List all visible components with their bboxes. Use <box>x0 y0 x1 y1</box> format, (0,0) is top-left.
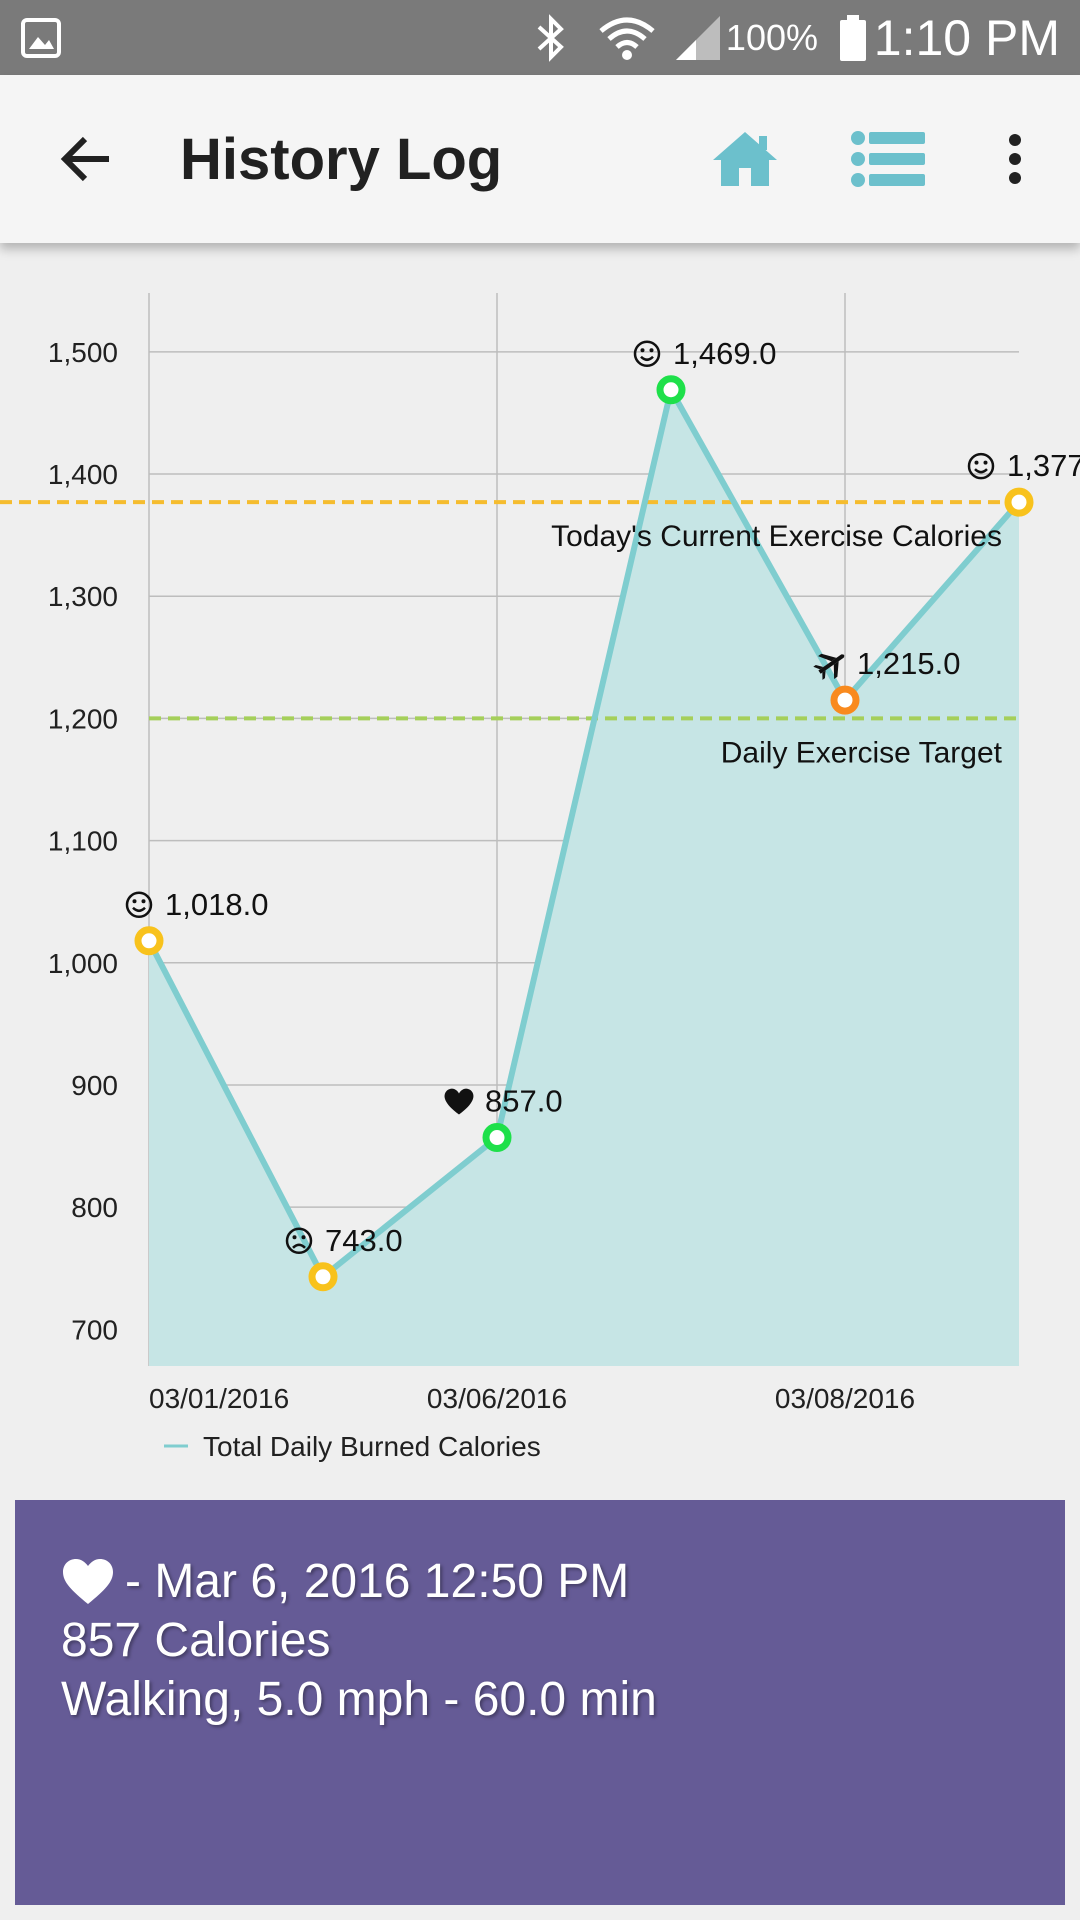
more-options-button[interactable] <box>990 75 1040 243</box>
x-tick-label: 03/08/2016 <box>775 1383 915 1414</box>
data-label: 1,215.0 <box>857 646 960 681</box>
data-point <box>308 1262 338 1292</box>
data-point <box>656 375 686 405</box>
battery-percent: 100% <box>725 16 818 58</box>
back-button[interactable] <box>40 75 130 243</box>
battery-icon <box>838 0 868 75</box>
data-point <box>1004 487 1034 517</box>
y-tick-label: 1,100 <box>48 826 118 857</box>
status-time: 1:10 PM <box>873 9 1060 66</box>
list-icon <box>851 131 925 187</box>
detail-calories: 857 Calories <box>61 1614 331 1667</box>
reference-line-label: Daily Exercise Target <box>721 736 1003 769</box>
x-tick-label: 03/01/2016 <box>149 1383 289 1414</box>
y-tick-label: 1,500 <box>48 337 118 368</box>
data-label: 743.0 <box>325 1223 403 1258</box>
page-title: History Log <box>180 126 503 192</box>
bluetooth-icon <box>533 0 569 75</box>
y-tick-label: 1,200 <box>48 703 118 734</box>
legend-label: Total Daily Burned Calories <box>203 1431 541 1462</box>
smile-marker-icon <box>633 340 661 368</box>
data-label: 1,377 <box>1007 448 1080 483</box>
plane-marker-icon <box>813 653 845 680</box>
heart-icon <box>63 1558 113 1604</box>
y-tick-label: 1,000 <box>48 948 118 979</box>
list-button[interactable] <box>843 75 933 243</box>
status-bar: 100% 1:10 PM <box>0 0 1080 75</box>
app-bar: History Log <box>0 75 1080 243</box>
smile-marker-icon <box>125 891 153 919</box>
detail-header: - Mar 6, 2016 12:50 PM <box>61 1552 1065 1611</box>
y-tick-label: 1,400 <box>48 459 118 490</box>
data-point <box>482 1123 512 1153</box>
gallery-icon <box>20 0 62 75</box>
x-tick-label: 03/06/2016 <box>427 1383 567 1414</box>
y-tick-label: 900 <box>71 1070 118 1101</box>
frown-marker-icon <box>285 1227 313 1255</box>
reference-line-label: Today's Current Exercise Calories <box>551 520 1002 553</box>
calories-chart: Today's Current Exercise Calories Daily E… <box>0 293 1080 1462</box>
y-tick-label: 800 <box>71 1192 118 1223</box>
detail-activity: Walking, 5.0 mph - 60.0 min <box>61 1673 657 1726</box>
data-point <box>134 926 164 956</box>
data-label: 1,469.0 <box>673 336 776 371</box>
y-tick-label: 1,300 <box>48 581 118 612</box>
series-area <box>149 389 1019 1366</box>
smile-marker-icon <box>967 452 995 480</box>
data-label: 857.0 <box>485 1084 563 1119</box>
detail-date: - Mar 6, 2016 12:50 PM <box>125 1555 630 1608</box>
entry-detail-card[interactable]: - Mar 6, 2016 12:50 PM 857 Calories Walk… <box>15 1500 1065 1905</box>
signal-icon <box>674 0 722 75</box>
home-icon <box>713 132 777 186</box>
wifi-icon <box>598 0 656 75</box>
home-button[interactable] <box>700 75 790 243</box>
heart-marker-icon <box>444 1088 474 1115</box>
y-tick-label: 700 <box>71 1314 118 1345</box>
more-vert-icon <box>1009 134 1021 184</box>
series-line <box>146 386 1022 1280</box>
back-arrow-icon <box>60 136 109 182</box>
data-label: 1,018.0 <box>165 887 268 922</box>
data-point <box>830 685 860 715</box>
